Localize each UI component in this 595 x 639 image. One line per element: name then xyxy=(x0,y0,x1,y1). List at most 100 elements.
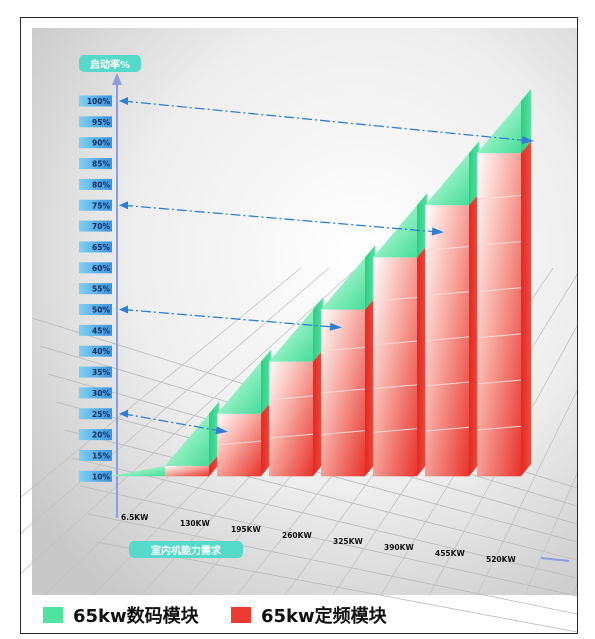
x-tick-label: 390KW xyxy=(384,543,414,552)
guide-arrow-left xyxy=(119,201,128,210)
y-tick-box xyxy=(79,429,112,441)
y-tick-label: 75% xyxy=(92,201,110,210)
y-tick-box xyxy=(79,158,112,170)
y-tick-label: 20% xyxy=(92,431,110,440)
y-tick-label: 60% xyxy=(92,264,110,273)
y-tick-box xyxy=(79,324,112,336)
bar-fixed-segment xyxy=(373,257,417,477)
y-tick-labels: 10% 15% 20% 25% 30% 35% 40% 45% 50% 55% 60% 65% 70% 7… xyxy=(79,95,112,482)
y-tick-label: 90% xyxy=(92,139,110,148)
guide-arrow-left xyxy=(119,97,128,105)
bar-fixed-side xyxy=(417,245,427,477)
bar-digital-side xyxy=(261,349,271,414)
legend-label-fixed: 65kw定频模块 xyxy=(261,606,387,627)
bar-digital-segment xyxy=(321,257,365,310)
y-tick-label: 45% xyxy=(92,326,110,335)
grid-line xyxy=(21,267,358,574)
guide-line xyxy=(122,413,226,433)
bar-digital-side xyxy=(209,401,219,466)
y-tick-box xyxy=(79,449,112,461)
y-tick-box xyxy=(79,366,112,378)
y-tick-label: 50% xyxy=(92,306,110,315)
y-tick-label: 30% xyxy=(92,389,110,398)
x-axis-title-badge: 室内机能力需求 xyxy=(129,541,243,558)
guide-arrow-right xyxy=(329,322,342,331)
bar-fixed-side xyxy=(313,349,323,477)
chart-frame: 10% 15% 20% 25% 30% 35% 40% 45% 50% 55% 60% 65% 70% 7… xyxy=(20,17,578,634)
x-tick-labels: 6.5KW 130KW 195KW 260KW 325KW 390KW 455KW 520KW xyxy=(121,513,570,564)
y-tick-box xyxy=(79,137,112,149)
y-tick-box xyxy=(79,408,112,420)
y-tick-box xyxy=(79,470,112,482)
y-tick-label: 40% xyxy=(92,347,110,356)
grid-line xyxy=(21,267,330,534)
y-tick-label: 80% xyxy=(92,180,110,189)
legend-item-fixed: 65kw定频模块 xyxy=(231,602,387,628)
y-tick-label: 95% xyxy=(92,118,110,127)
bar-fixed-segment xyxy=(425,205,469,477)
bar-digital-segment xyxy=(269,309,313,362)
x-tick-label: 520KW xyxy=(486,555,516,564)
bar-fixed-side xyxy=(521,141,531,477)
grid-line xyxy=(87,513,577,615)
y-tick-box xyxy=(79,345,112,357)
bar-fixed-segment xyxy=(477,153,521,477)
bar-fixed-segment xyxy=(321,309,365,477)
guide-line xyxy=(122,204,442,233)
grid-line xyxy=(71,457,577,579)
y-tick-label: 70% xyxy=(92,222,110,231)
bar-fixed-segment xyxy=(269,361,313,477)
bars xyxy=(109,89,532,477)
bar-digital-segment xyxy=(109,465,165,477)
x-tick-label: 260KW xyxy=(282,531,312,540)
legend-label-digital: 65kw数码模块 xyxy=(73,606,199,627)
bar-digital-segment xyxy=(373,205,417,258)
x-axis-line xyxy=(540,557,570,562)
y-tick-box xyxy=(79,116,112,128)
bar-fixed-side xyxy=(365,297,375,477)
chart-canvas: 10% 15% 20% 25% 30% 35% 40% 45% 50% 55% 60% 65% 70% 7… xyxy=(21,28,577,633)
x-tick-label: 195KW xyxy=(231,525,261,534)
y-axis-title-badge: 启动率% xyxy=(79,55,141,72)
x-tick-label: 130KW xyxy=(180,519,210,528)
grid-line xyxy=(524,472,577,596)
y-tick-box xyxy=(79,220,112,232)
grid-line xyxy=(63,429,577,561)
y-tick-label: 100% xyxy=(87,97,111,106)
legend-item-digital: 65kw数码模块 xyxy=(43,602,199,628)
y-tick-box xyxy=(79,241,112,253)
bar-digital-side xyxy=(417,193,427,258)
y-tick-box xyxy=(79,199,112,211)
y-axis-title: 启动率% xyxy=(90,58,130,71)
y-tick-box xyxy=(79,304,112,315)
reference-guides xyxy=(119,97,534,435)
y-tick-label: 85% xyxy=(92,160,110,169)
guide-arrow-right xyxy=(215,426,228,435)
y-axis-arrow xyxy=(112,73,122,85)
y-tick-label: 65% xyxy=(92,243,110,252)
x-tick-label: 455KW xyxy=(435,549,465,558)
y-tick-box xyxy=(79,283,112,295)
bar-fixed-side xyxy=(209,453,219,477)
y-tick-box xyxy=(79,178,112,190)
guide-line xyxy=(122,100,532,142)
y-tick-label: 10% xyxy=(92,472,110,481)
x-tick-label: 6.5KW xyxy=(121,513,149,522)
y-tick-label: 35% xyxy=(92,368,110,377)
bar-fixed-side xyxy=(261,401,271,477)
guide-arrow-right xyxy=(521,136,534,145)
x-tick-label: 325KW xyxy=(333,537,363,546)
y-axis xyxy=(112,73,122,518)
grid-line xyxy=(476,389,577,596)
guide-arrow-left xyxy=(119,305,128,314)
bar-digital-side xyxy=(365,245,375,310)
y-tick-label: 55% xyxy=(92,285,110,294)
legend-swatch-fixed xyxy=(231,607,251,623)
bar-digital-segment xyxy=(477,101,521,154)
bar-digital-side xyxy=(313,297,323,362)
bar-digital-segment xyxy=(425,153,469,206)
bar-fixed-segment xyxy=(217,413,261,477)
y-tick-box xyxy=(79,262,112,274)
guide-arrow-left xyxy=(119,409,128,418)
y-tick-box xyxy=(79,95,112,107)
